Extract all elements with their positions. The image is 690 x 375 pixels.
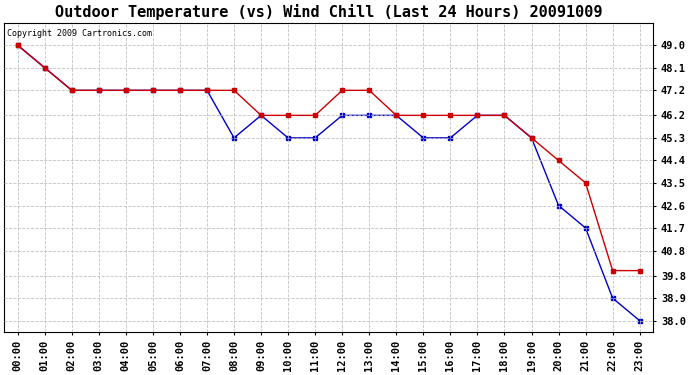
Title: Outdoor Temperature (vs) Wind Chill (Last 24 Hours) 20091009: Outdoor Temperature (vs) Wind Chill (Las…	[55, 4, 602, 20]
Text: Copyright 2009 Cartronics.com: Copyright 2009 Cartronics.com	[8, 29, 152, 38]
